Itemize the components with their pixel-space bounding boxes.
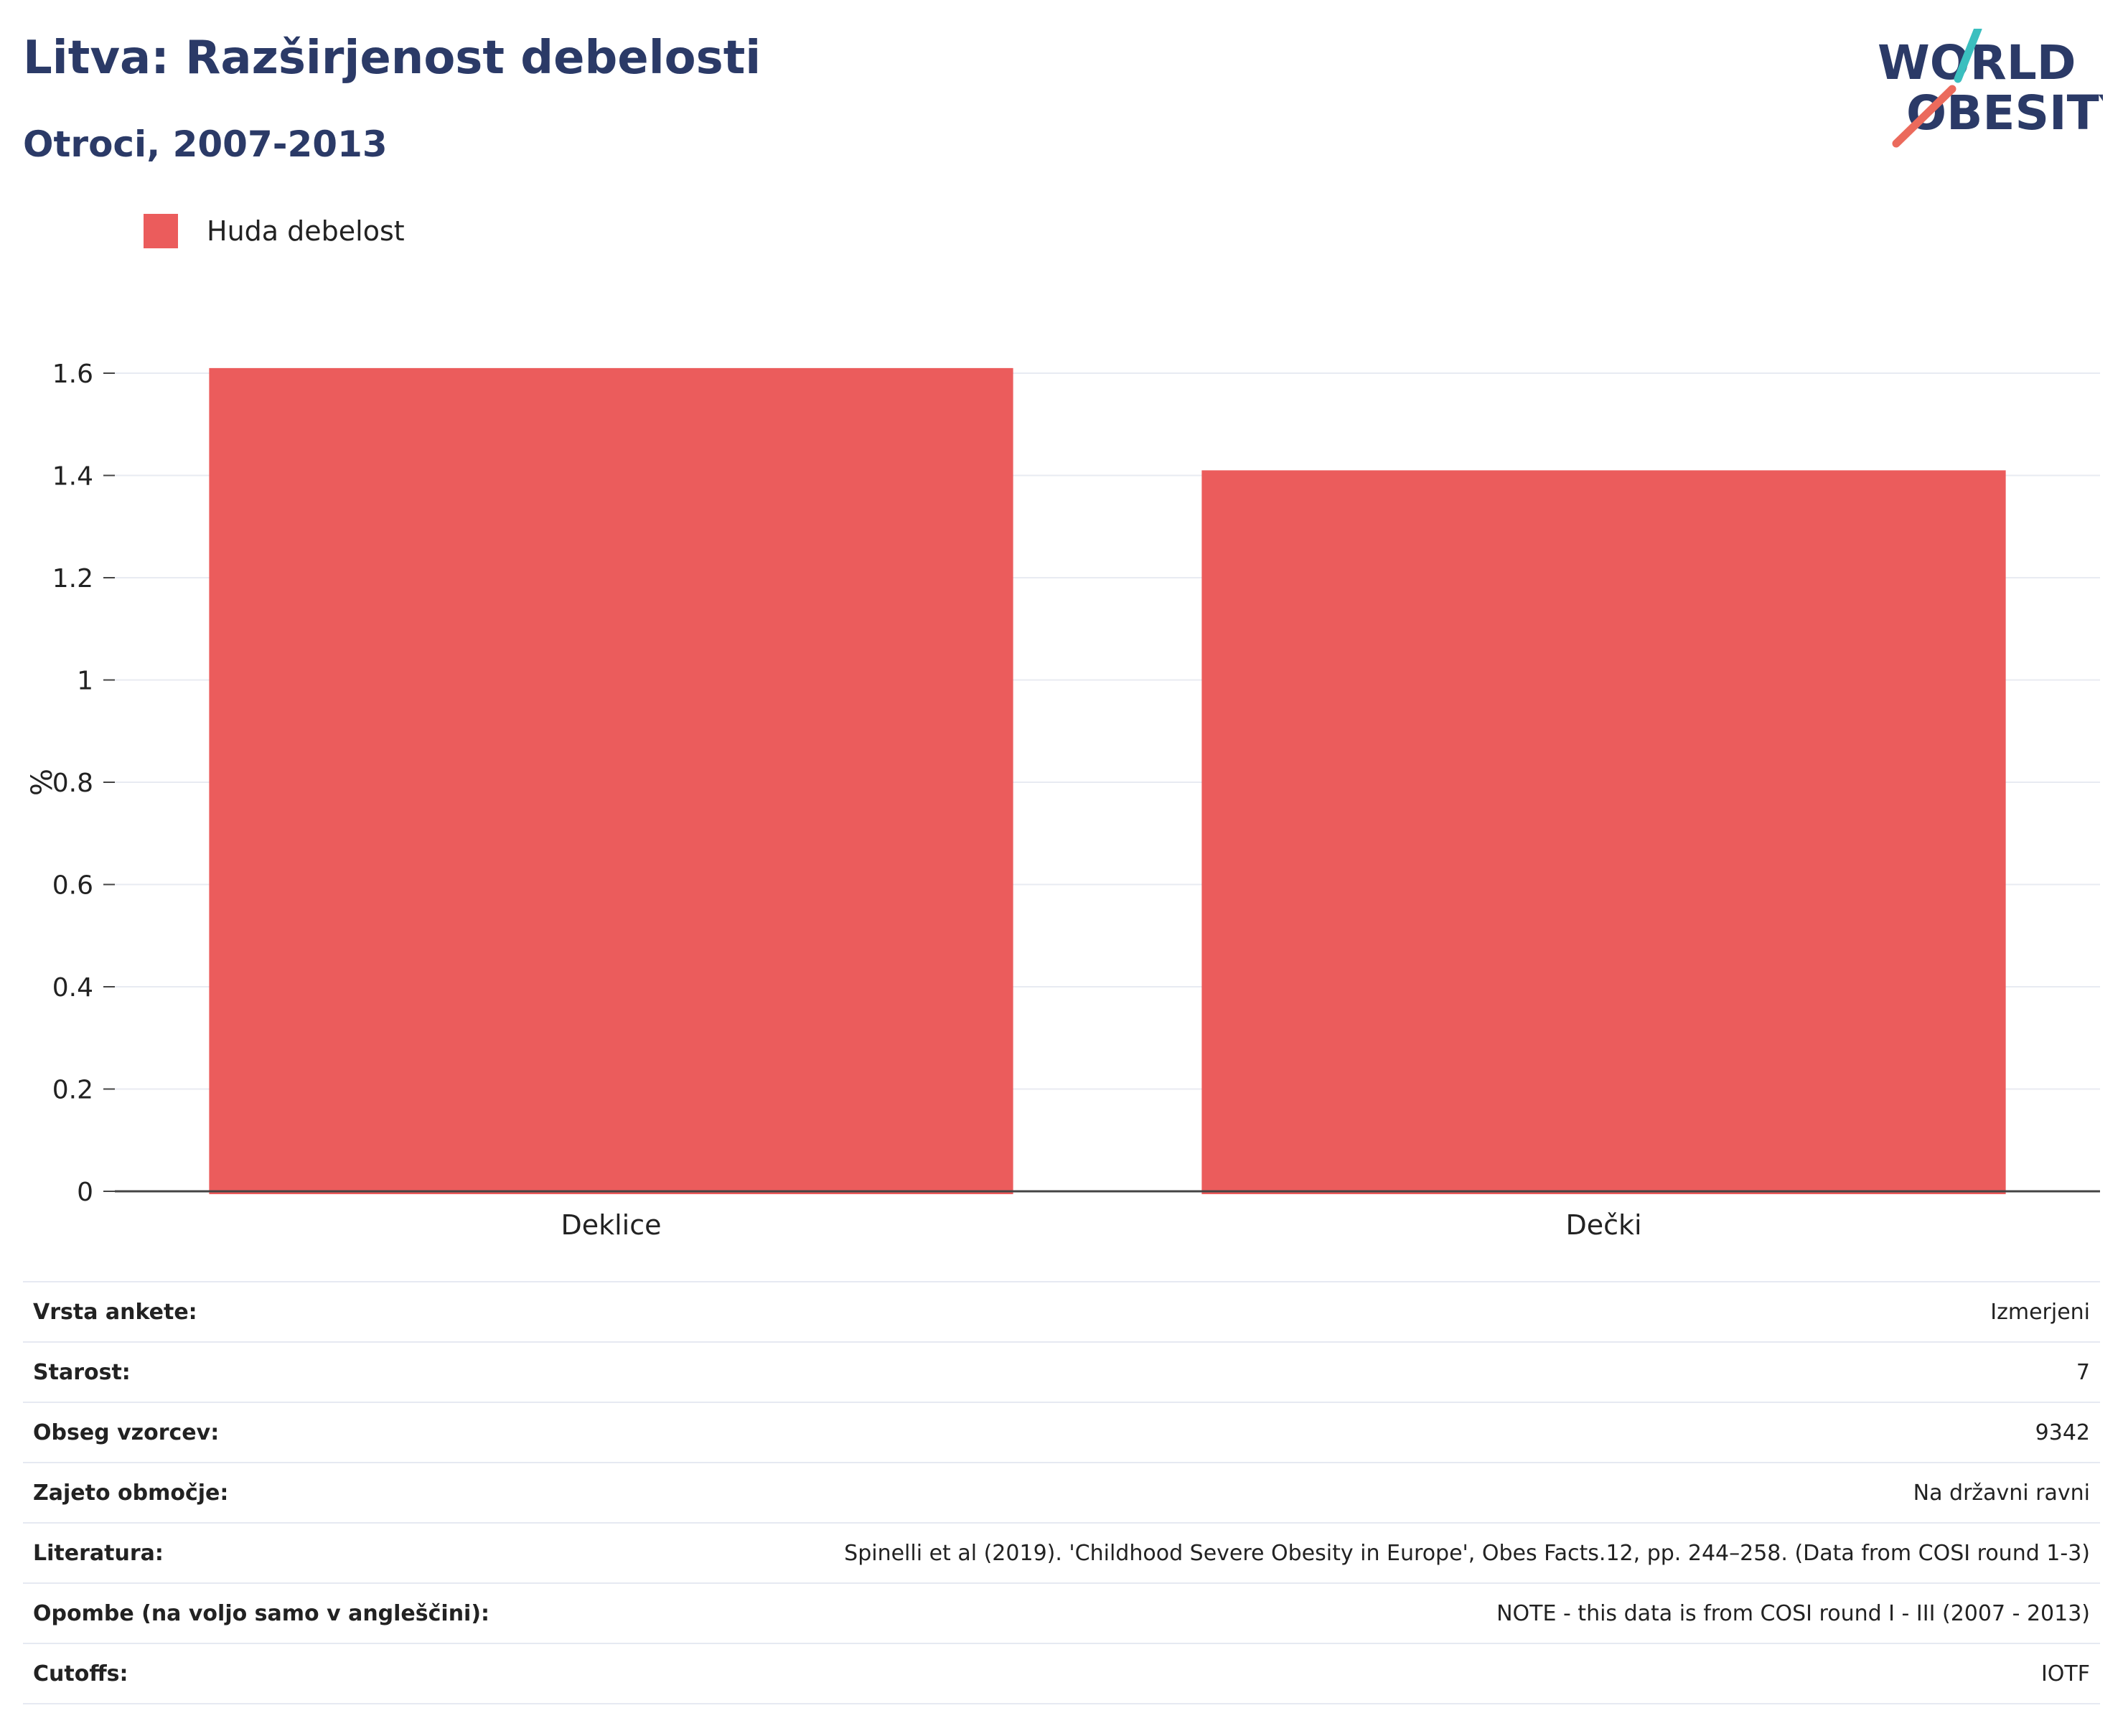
info-key: Zajeto območje: bbox=[23, 1462, 591, 1523]
legend-swatch-huda-debelost[interactable] bbox=[144, 214, 178, 248]
logo-coral-stroke bbox=[1892, 85, 1956, 148]
info-row: Vrsta ankete: Izmerjeni bbox=[23, 1281, 2100, 1342]
info-value: 9342 bbox=[591, 1402, 2100, 1463]
info-row: Cutoffs: IOTF bbox=[23, 1643, 2100, 1704]
info-key: Starost: bbox=[23, 1341, 591, 1402]
chart-subtitle: Otroci, 2007-2013 bbox=[23, 123, 388, 165]
x-tick-label: Deklice bbox=[561, 1209, 661, 1241]
y-tick-label: 0.4 bbox=[52, 973, 93, 1003]
info-table: Vrsta ankete: Izmerjeni Starost: 7 Obseg vzo… bbox=[23, 1281, 2100, 1704]
y-tick-label: 1 bbox=[77, 667, 93, 696]
bars bbox=[209, 367, 2006, 1194]
legend-label-huda-debelost[interactable]: Huda debelost bbox=[207, 215, 405, 247]
y-tick-label: 0.2 bbox=[52, 1076, 93, 1105]
bar-1[interactable] bbox=[209, 367, 1013, 1194]
y-tick-label: 0.6 bbox=[52, 871, 93, 901]
logo-line1: WORLD bbox=[1878, 35, 2076, 90]
info-key: Literatura: bbox=[23, 1522, 591, 1583]
y-tick-label: 1.2 bbox=[52, 564, 93, 593]
bar-chart: 0 0.2 0.4 0.6 0.8 1 1.2 1.4 1.6 Deklice Dečki% bbox=[26, 360, 2100, 1241]
info-value: 7 bbox=[591, 1341, 2100, 1402]
info-value: NOTE - this data is from COSI round I - … bbox=[591, 1582, 2100, 1643]
axis-labels: 0 0.2 0.4 0.6 0.8 1 1.2 1.4 1.6 Deklice Dečki% bbox=[26, 360, 1642, 1241]
x-tick-label: Dečki bbox=[1565, 1209, 1641, 1241]
logo-line2: OBESITY bbox=[1906, 85, 2103, 141]
y-tick-label: 0 bbox=[77, 1178, 93, 1207]
y-tick-label: 1.4 bbox=[52, 462, 93, 492]
axes bbox=[103, 372, 2100, 1193]
world-obesity-logo: WORLD OBESITY bbox=[1878, 29, 2103, 148]
info-row: Opombe (na voljo samo v angleščini): NOTE… bbox=[23, 1582, 2100, 1643]
info-key: Obseg vzorcev: bbox=[23, 1402, 591, 1463]
info-value: IOTF bbox=[591, 1643, 2100, 1704]
info-key: Vrsta ankete: bbox=[23, 1281, 591, 1342]
legend: Huda debelost bbox=[144, 214, 405, 248]
info-value: Izmerjeni bbox=[591, 1281, 2100, 1342]
info-value: Spinelli et al (2019). 'Childhood Severe… bbox=[591, 1522, 2100, 1583]
y-axis-label: % bbox=[26, 769, 59, 796]
info-row: Zajeto območje: Na državni ravni bbox=[23, 1462, 2100, 1523]
info-row: Starost: 7 bbox=[23, 1341, 2100, 1402]
info-key: Cutoffs: bbox=[23, 1643, 591, 1704]
info-key: Opombe (na voljo samo v angleščini): bbox=[23, 1582, 591, 1643]
y-tick-label: 1.6 bbox=[52, 360, 93, 389]
logo-teal-stroke bbox=[1954, 29, 1982, 83]
y-tick-label: 0.8 bbox=[52, 769, 93, 798]
chart-title: Litva: Razširjenost debelosti bbox=[23, 32, 761, 85]
info-value: Na državni ravni bbox=[591, 1462, 2100, 1523]
bar-2[interactable] bbox=[1201, 470, 2006, 1194]
info-row: Obseg vzorcev: 9342 bbox=[23, 1402, 2100, 1463]
info-row: Literatura: Spinelli et al (2019). 'Child… bbox=[23, 1522, 2100, 1583]
